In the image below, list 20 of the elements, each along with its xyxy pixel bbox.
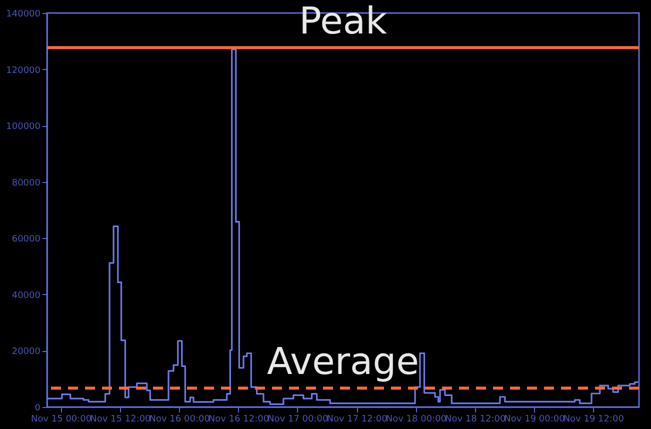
y-tick-label: 80000: [12, 178, 41, 188]
x-tick-label: Nov 18 00:00: [386, 414, 447, 424]
x-tick-label: Nov 15 00:00: [30, 414, 92, 424]
y-tick-label: 0: [34, 404, 41, 414]
x-tick-label: Nov 16 12:00: [208, 414, 270, 424]
x-tick-label: Nov 19 12:00: [563, 414, 624, 424]
y-tick-label: 140000: [6, 10, 41, 20]
y-tick-label: 120000: [6, 66, 41, 76]
y-tick-label: 40000: [12, 290, 41, 301]
y-tick-label: 20000: [12, 347, 41, 358]
x-tick-label: Nov 17 00:00: [268, 414, 329, 424]
x-tick-label: Nov 17 12:00: [326, 414, 388, 424]
x-tick-label: Nov 18 12:00: [445, 414, 506, 424]
y-tick-label: 100000: [6, 122, 41, 132]
x-tick-label: Nov 16 00:00: [149, 414, 210, 424]
y-tick-label: 60000: [12, 234, 41, 245]
x-tick-label: Nov 19 00:00: [504, 414, 566, 424]
ref-line-label: Average: [267, 340, 419, 384]
ref-line-label: Peak: [299, 0, 388, 43]
x-tick-label: Nov 15 12:00: [90, 414, 152, 424]
